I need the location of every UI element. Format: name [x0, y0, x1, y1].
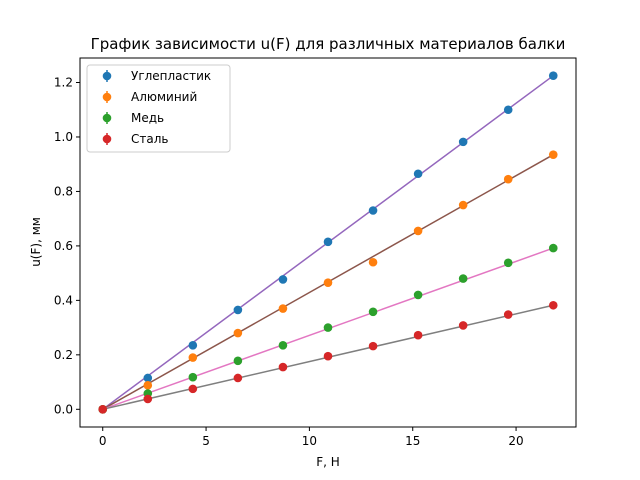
- legend-label: Углепластик: [131, 69, 211, 83]
- legend-frame: [86, 64, 231, 153]
- data-point: [458, 137, 468, 147]
- legend-label: Медь: [131, 111, 164, 125]
- data-point: [278, 304, 288, 313]
- y-axis: 0.0 0.2 0.4 0.6 0.8 1.0 1.2: [54, 76, 80, 416]
- legend-marker: [102, 92, 112, 102]
- data-point: [503, 258, 513, 268]
- x-tick-label: 5: [202, 434, 210, 448]
- data-point: [188, 353, 198, 362]
- data-point: [233, 356, 243, 366]
- data-point: [368, 341, 378, 351]
- data-point: [143, 394, 153, 404]
- data-point: [278, 341, 288, 350]
- data-point: [323, 278, 333, 287]
- chart-title: График зависимости u(F) для различных ма…: [91, 35, 566, 53]
- data-point: [188, 384, 198, 394]
- data-point: [458, 321, 468, 330]
- data-point: [368, 307, 378, 317]
- legend-marker: [102, 71, 112, 81]
- y-tick-label: 1.0: [54, 130, 73, 144]
- plot-area-frame: [79, 57, 577, 428]
- data-point: [143, 373, 153, 383]
- legend-marker: [102, 134, 112, 144]
- data-point: [188, 372, 198, 382]
- data-point: [548, 71, 558, 81]
- data-point: [98, 404, 108, 414]
- legend-marker: [102, 113, 112, 123]
- legend-label: Сталь: [131, 132, 168, 146]
- data-point: [278, 362, 288, 372]
- y-axis-label: u(F), мм: [29, 217, 43, 267]
- y-tick-label: 0.0: [54, 402, 73, 416]
- data-point: [368, 257, 378, 267]
- y-tick-label: 1.2: [54, 76, 73, 90]
- data-point: [503, 310, 513, 319]
- y-tick-label: 0.2: [54, 348, 73, 362]
- x-axis-label: F, Н: [316, 455, 340, 469]
- data-point: [278, 275, 288, 284]
- x-tick-label: 15: [405, 434, 420, 448]
- data-point: [233, 328, 243, 338]
- data-point: [548, 300, 558, 310]
- data-point: [413, 226, 423, 236]
- data-point: [413, 290, 423, 300]
- data-point: [503, 105, 513, 115]
- data-points: [98, 71, 558, 414]
- data-point: [458, 200, 468, 210]
- x-tick-label: 0: [99, 434, 107, 448]
- data-point: [413, 330, 423, 340]
- data-point: [323, 351, 333, 361]
- data-point: [503, 174, 513, 184]
- data-point: [233, 373, 243, 383]
- data-point: [413, 169, 423, 179]
- data-point: [548, 150, 558, 159]
- data-point: [323, 323, 333, 332]
- y-tick-label: 0.8: [54, 184, 73, 198]
- y-tick-label: 0.4: [54, 293, 73, 307]
- x-axis: 0 5 10 15 20: [99, 427, 524, 448]
- data-point: [323, 237, 333, 247]
- data-point: [188, 341, 198, 350]
- legend-label: Алюминий: [131, 90, 197, 104]
- x-tick-label: 20: [508, 434, 523, 448]
- data-point: [143, 381, 153, 390]
- data-point: [233, 305, 243, 315]
- data-point: [368, 206, 378, 215]
- data-point: [458, 274, 468, 283]
- x-tick-label: 10: [302, 434, 317, 448]
- data-point: [548, 243, 558, 253]
- legend: Углепластик Алюминий Медь Сталь: [86, 64, 231, 153]
- y-tick-label: 0.6: [54, 239, 73, 253]
